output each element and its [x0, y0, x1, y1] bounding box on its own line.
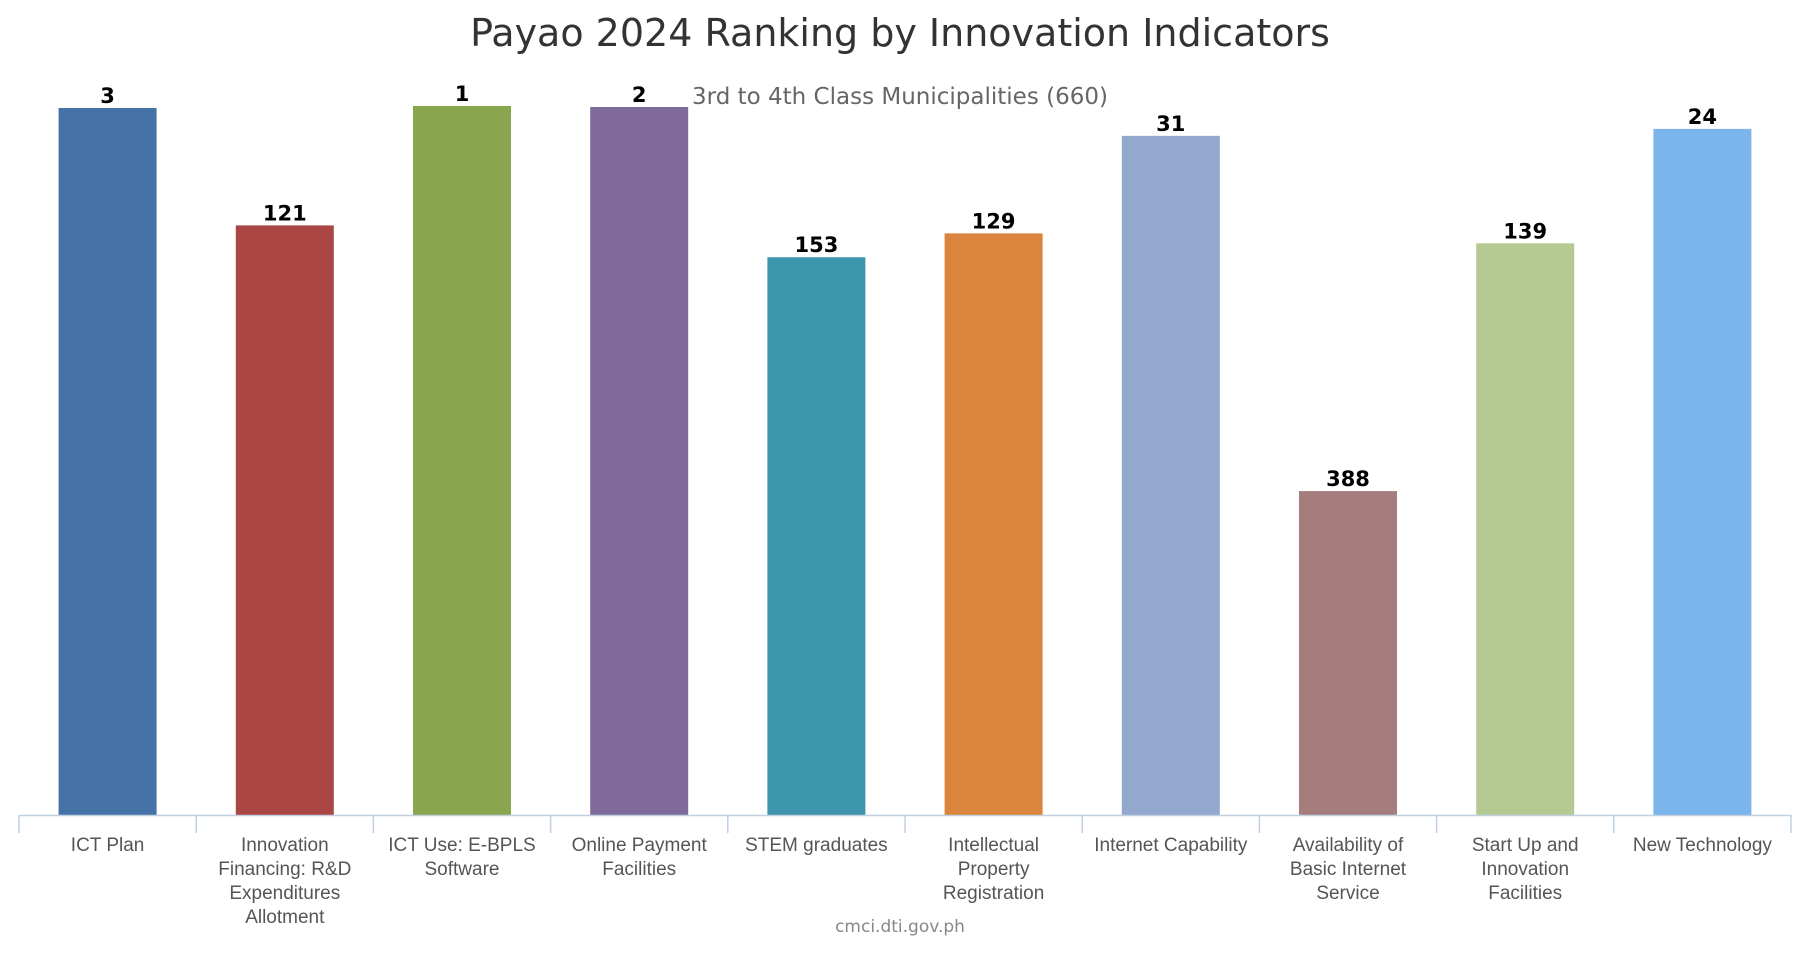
- bar-4: [590, 106, 689, 816]
- bar-7: [1121, 135, 1220, 816]
- data-label-3: 1: [455, 82, 470, 106]
- data-label-6: 129: [972, 209, 1016, 233]
- x-tick-label-4: Online Payment Facilities: [572, 835, 708, 880]
- data-label-5: 153: [794, 233, 838, 257]
- chart-title: Payao 2024 Ranking by Innovation Indicat…: [470, 11, 1330, 55]
- x-tick-label-8: Availability of Basic Internet Service: [1290, 835, 1407, 904]
- bar-3: [413, 106, 511, 815]
- x-axis-ticks: [18, 815, 1792, 833]
- data-label-7: 31: [1156, 112, 1185, 136]
- x-tick-label-2: Innovation Financing: R&D Expenditures Allo…: [218, 835, 351, 928]
- bar-5: [767, 257, 866, 815]
- x-axis-tick-labels: ICT Plan Innovation Financing: R&D Expendit…: [71, 835, 1773, 928]
- credits-text: cmci.dti.gov.ph: [835, 917, 965, 937]
- x-tick-label-1: ICT Plan: [71, 835, 145, 856]
- x-tick-label-3: ICT Use: E-BPLS Software: [388, 835, 535, 880]
- bar-6: [944, 233, 1043, 816]
- bar-9: [1476, 243, 1575, 815]
- x-tick-label-7: Internet Capability: [1094, 835, 1248, 856]
- data-label-10: 24: [1688, 105, 1717, 129]
- data-label-8: 388: [1326, 467, 1370, 491]
- bar-2: [235, 225, 334, 815]
- bar-1: [58, 107, 157, 816]
- chart-subtitle: 3rd to 4th Class Municipalities (660): [692, 84, 1108, 110]
- plot-area: 3 121 1 2 153 129 31 388 139 24: [58, 82, 1752, 816]
- data-label-4: 2: [632, 83, 647, 107]
- data-label-2: 121: [263, 201, 307, 225]
- data-label-1: 3: [100, 84, 115, 108]
- data-label-9: 139: [1503, 219, 1547, 243]
- bar-10: [1653, 128, 1752, 815]
- x-tick-label-6: Intellectual Property Registration: [943, 835, 1044, 904]
- x-tick-label-5: STEM graduates: [745, 835, 888, 856]
- bar-8: [1299, 491, 1397, 815]
- x-tick-label-10: New Technology: [1633, 835, 1773, 856]
- x-tick-label-9: Start Up and Innovation Facilities: [1472, 835, 1579, 904]
